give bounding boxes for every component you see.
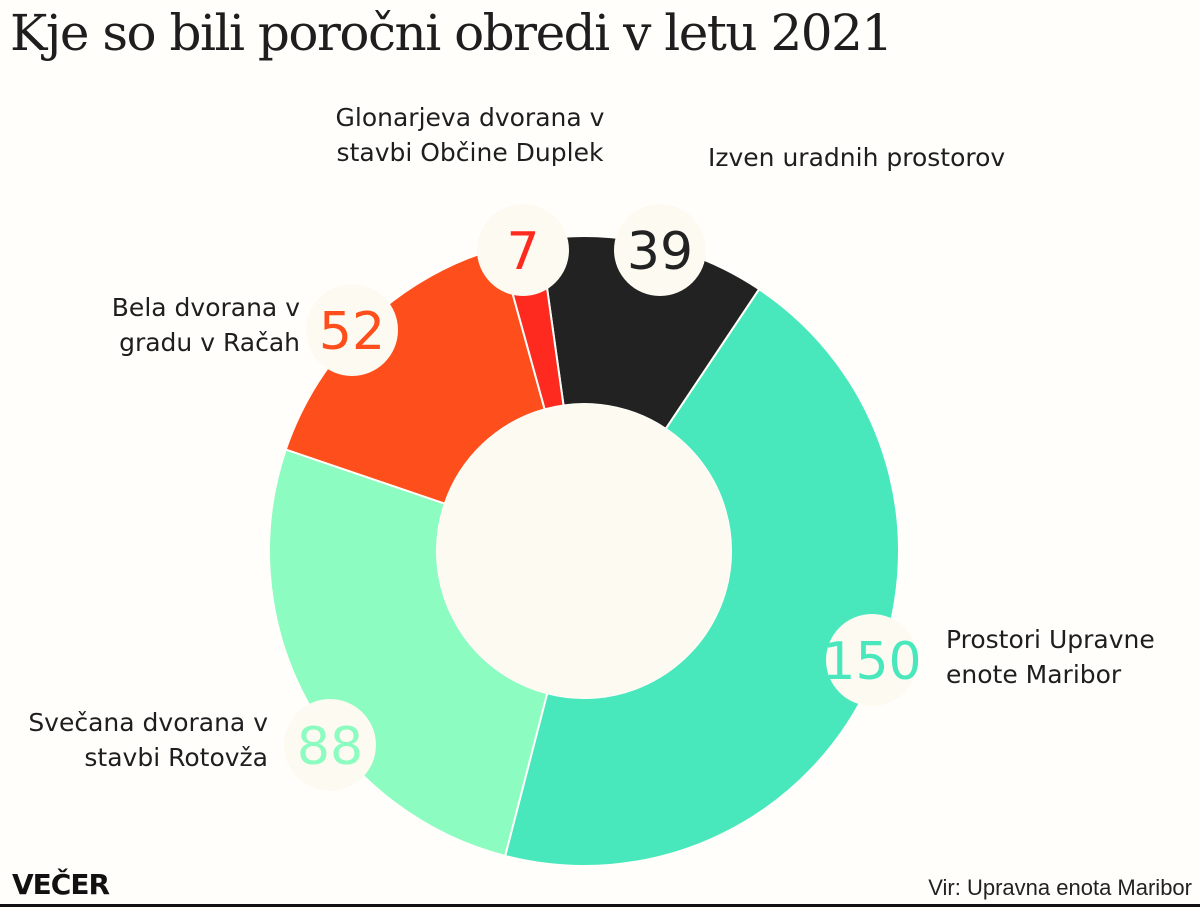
value-badge (477, 204, 569, 296)
value-badge (306, 284, 398, 376)
label-duplek: Glonarjeva dvorana v stavbi Občine Duple… (335, 103, 605, 167)
bottom-rule (0, 904, 1200, 907)
label-izven: Izven uradnih prostorov (708, 143, 1006, 172)
label-race: Bela dvorana v gradu v Račah (111, 293, 300, 357)
donut-hole (437, 404, 731, 698)
source-note: Vir: Upravna enota Maribor (928, 875, 1192, 900)
donut-slice (268, 448, 549, 858)
label-upravna-enota: Prostori Upravne enote Maribor (946, 625, 1155, 689)
value-badge (284, 699, 376, 791)
value-label: 7 (506, 222, 539, 282)
label-rotovz: Svečana dvorana v stavbi Rotovža (28, 708, 268, 772)
vecer-logo: VEČER (12, 868, 110, 901)
value-label: 150 (822, 632, 921, 692)
value-label: 52 (319, 302, 385, 362)
value-label: 88 (297, 717, 363, 777)
value-label: 39 (627, 222, 693, 282)
value-badge (826, 614, 918, 706)
chart-title: Kje so bili poročni obredi v letu 2021 (10, 4, 893, 62)
value-badge (614, 204, 706, 296)
